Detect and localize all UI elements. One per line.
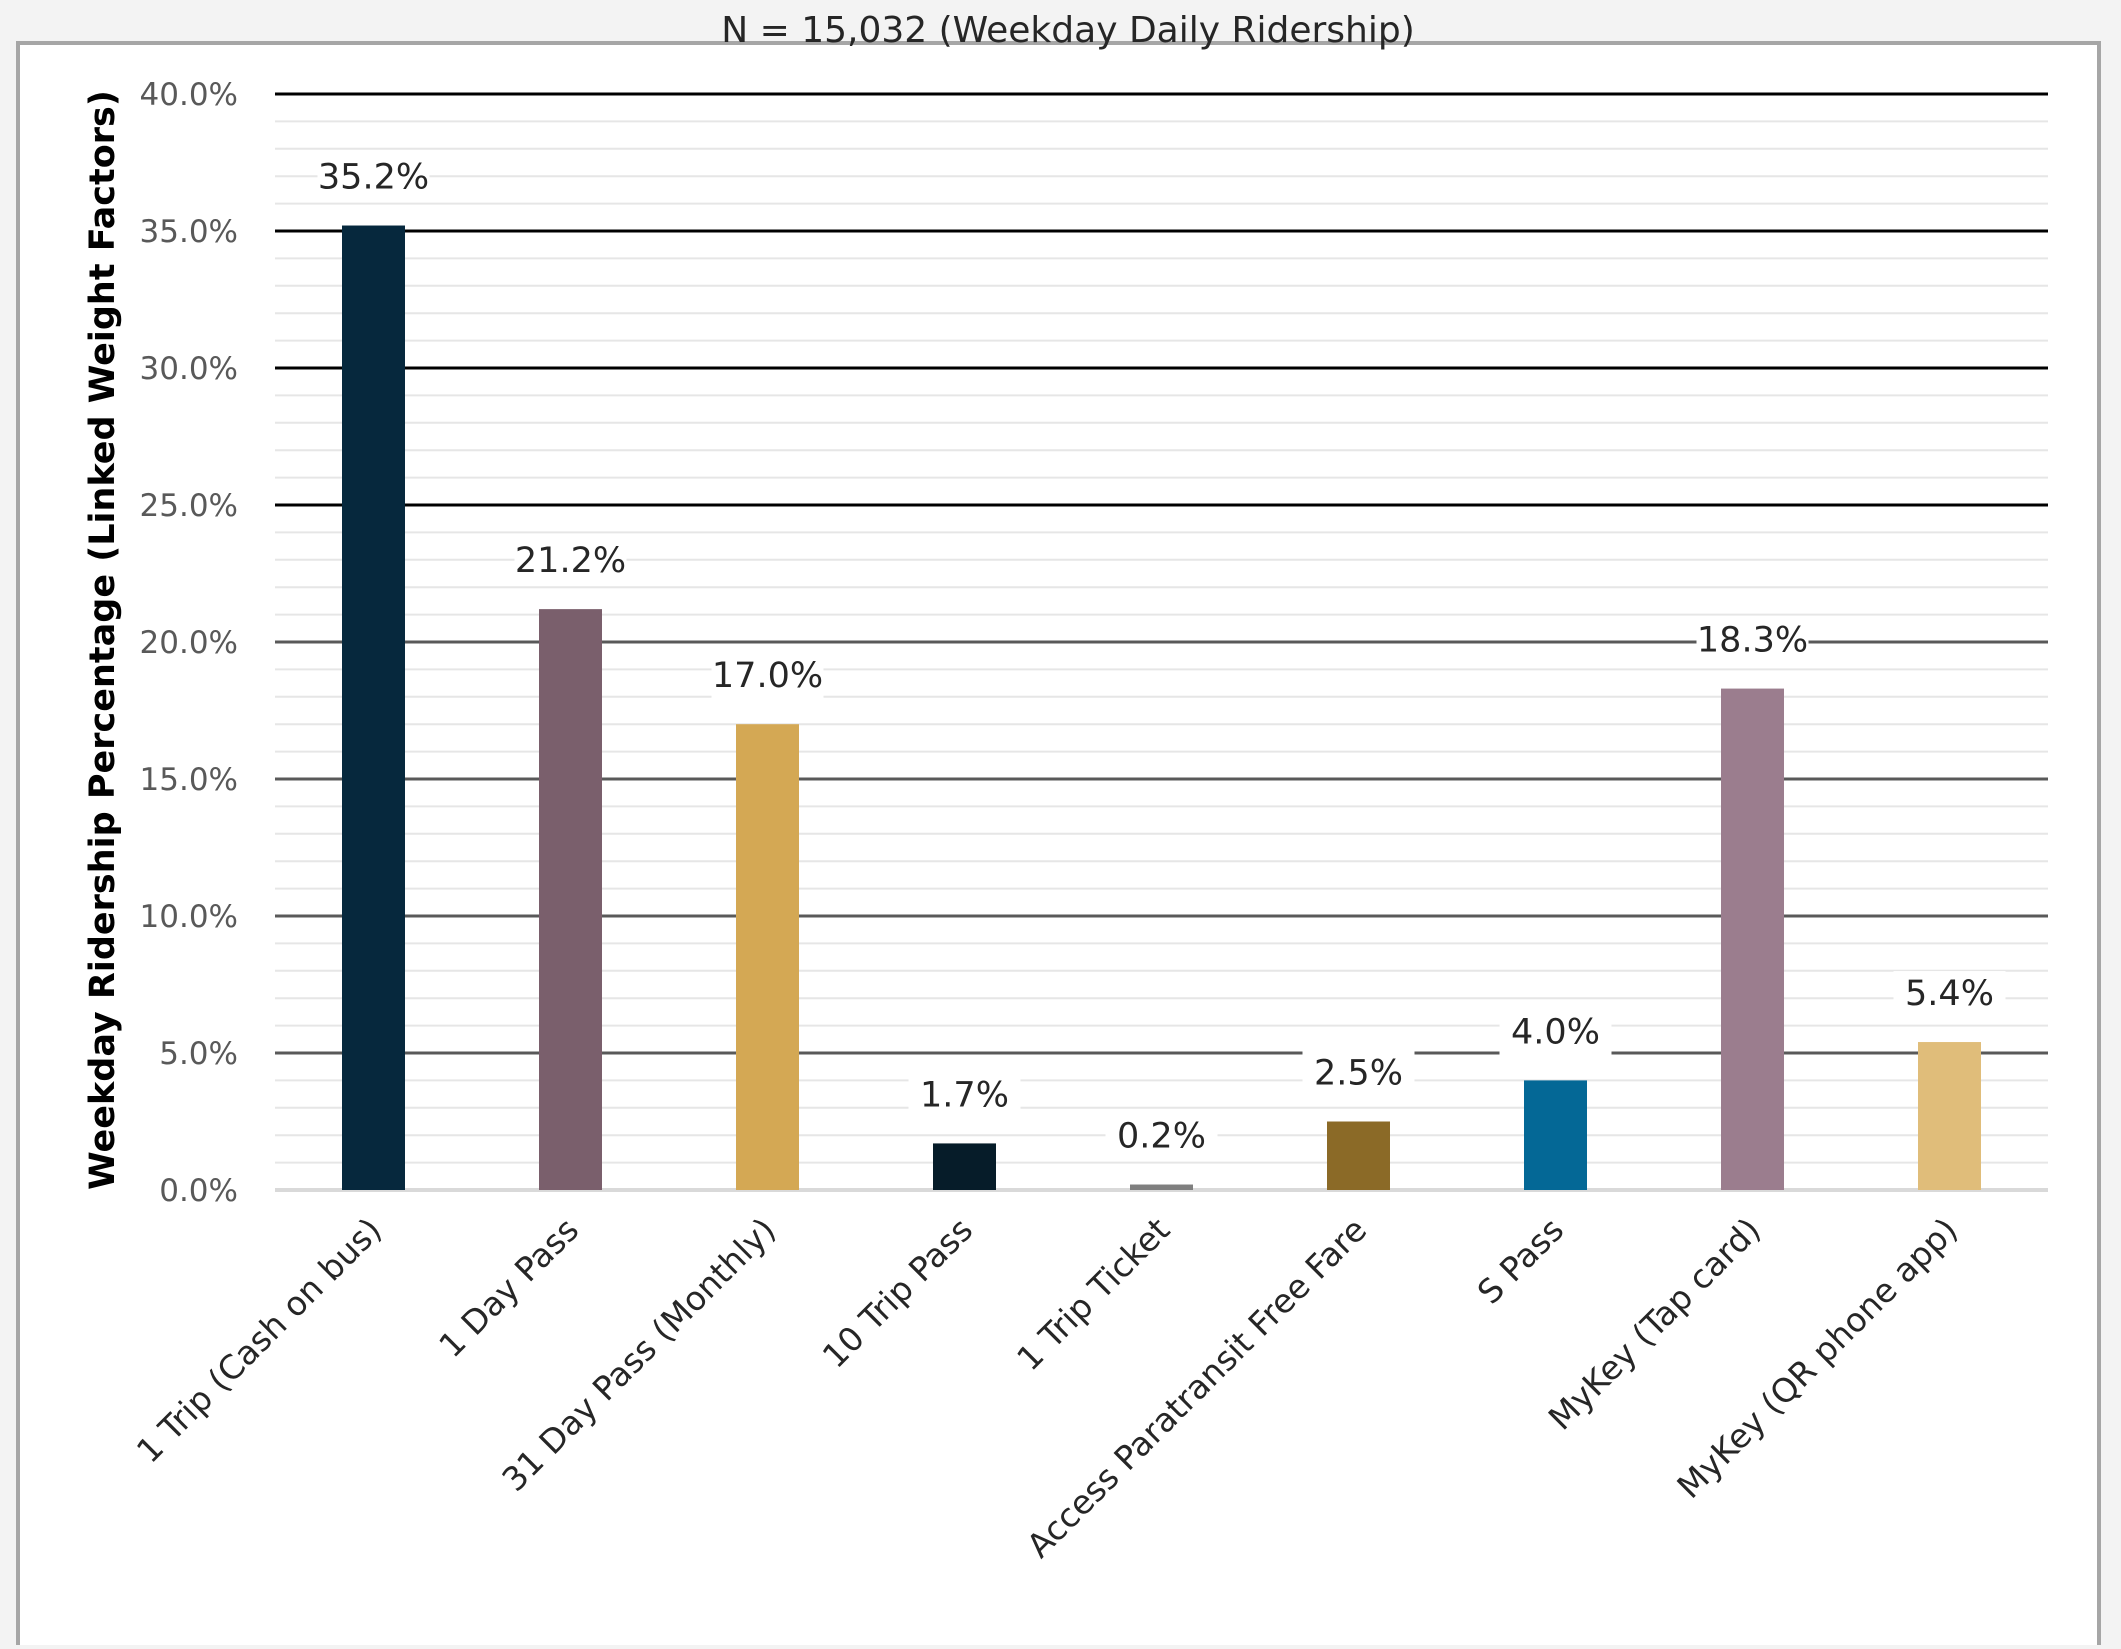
- y-tick-label: 25.0%: [140, 488, 238, 524]
- data-label: 2.5%: [1314, 1054, 1403, 1094]
- chart-title: N = 15,032 (Weekday Daily Ridership): [721, 10, 1415, 51]
- data-label-background: [514, 538, 627, 585]
- bar: [1721, 688, 1784, 1190]
- y-tick-label: 15.0%: [140, 762, 238, 798]
- bar: [1918, 1042, 1981, 1190]
- data-label-background: [1893, 971, 2006, 1018]
- data-label-background: [1105, 1113, 1218, 1160]
- data-label: 5.4%: [1905, 974, 1994, 1014]
- data-label: 1.7%: [920, 1075, 1009, 1115]
- data-label: 4.0%: [1511, 1012, 1600, 1052]
- data-label-background: [908, 1072, 1021, 1119]
- data-label: 17.0%: [712, 656, 823, 696]
- y-tick-label: 30.0%: [140, 351, 238, 387]
- data-label-background: [711, 653, 824, 700]
- bar: [1327, 1121, 1390, 1190]
- data-label-background: [317, 154, 430, 201]
- bar: [1130, 1184, 1193, 1190]
- y-tick-label: 20.0%: [140, 625, 238, 661]
- bar: [342, 225, 405, 1190]
- data-labels: 35.2% 21.2% 17.0% 1.7% 0.2% 2.5% 4.0% 18.3% 5.4%: [317, 154, 2006, 1160]
- bar-series: [342, 225, 1981, 1190]
- y-axis-label: Weekday Ridership Percentage (Linked Wei…: [83, 90, 123, 1190]
- y-axis-tick-labels: 0.0% 5.0% 10.0% 15.0% 20.0% 25.0% 30.0% 35.0% 40…: [140, 77, 238, 1209]
- y-tick-label: 35.0%: [140, 214, 238, 250]
- bar: [933, 1143, 996, 1190]
- y-tick-label: 10.0%: [140, 899, 238, 935]
- data-label-background: [1499, 1009, 1612, 1056]
- data-label: 21.2%: [515, 541, 626, 581]
- data-label: 0.2%: [1117, 1117, 1206, 1157]
- y-tick-label: 40.0%: [140, 77, 238, 113]
- data-label-background: [1302, 1050, 1415, 1097]
- data-label-background: [1696, 617, 1809, 664]
- bar: [1524, 1080, 1587, 1190]
- data-label: 35.2%: [318, 158, 429, 198]
- y-tick-label: 0.0%: [159, 1173, 238, 1209]
- bar: [736, 724, 799, 1190]
- data-label: 18.3%: [1697, 621, 1808, 661]
- bar: [539, 609, 602, 1190]
- y-tick-label: 5.0%: [159, 1036, 238, 1072]
